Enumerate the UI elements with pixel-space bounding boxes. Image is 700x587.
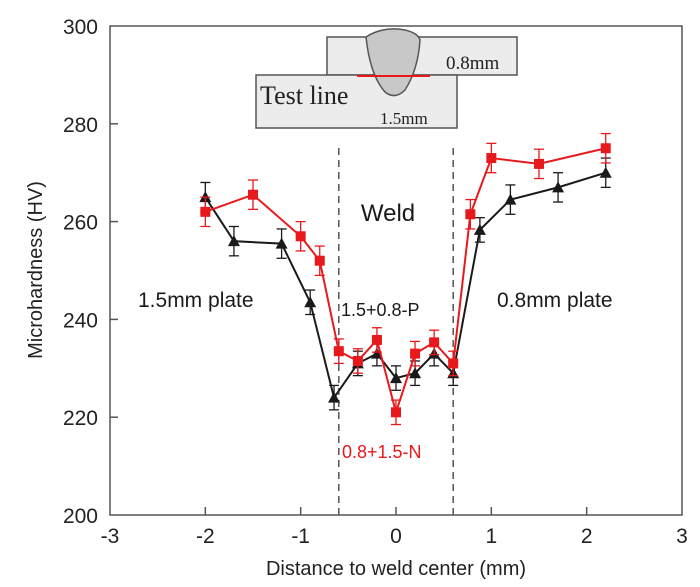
data-point-triangle [275, 237, 288, 249]
series-p [199, 157, 612, 411]
data-point-triangle [227, 235, 240, 247]
data-point-triangle [409, 367, 422, 379]
series-p-label: 1.5+0.8-P [341, 300, 420, 320]
data-point-triangle [328, 391, 341, 403]
series-n-label: 0.8+1.5-N [342, 442, 422, 462]
data-point-square [448, 358, 459, 369]
series-line [204, 147, 606, 416]
thick-plate-shape [255, 74, 458, 129]
x-tick-label: -2 [196, 525, 215, 548]
thick-plate-label: 1.5mm [380, 109, 428, 128]
x-tick-label: 2 [581, 525, 593, 548]
x-tick-label: 3 [676, 525, 688, 548]
weld-schematic-inset: 0.8mm Test line 1.5mm [255, 28, 518, 129]
weld-bead-shape [365, 28, 421, 97]
data-point-square [429, 337, 440, 348]
series-n [200, 132, 611, 426]
data-point-triangle [370, 347, 383, 359]
data-point-triangle [599, 166, 612, 178]
data-point-square [248, 189, 258, 200]
weld-region-label: Weld [361, 200, 415, 227]
data-point-square [333, 346, 344, 357]
x-tick-label: -3 [101, 525, 120, 548]
data-point-square [410, 348, 421, 359]
y-tick-label: 240 [63, 309, 98, 332]
y-axis-title: Microhardness (HV) [25, 181, 47, 359]
data-point-triangle [390, 372, 402, 384]
data-point-square [486, 153, 497, 164]
data-point-square [295, 231, 306, 242]
data-point-triangle [304, 296, 317, 308]
left-plate-label: 1.5mm plate [138, 289, 254, 312]
data-point-square [352, 355, 363, 366]
y-tick-label: 260 [63, 212, 98, 235]
data-point-triangle [552, 181, 565, 193]
y-tick-label: 220 [63, 407, 98, 430]
x-tick-label: 1 [485, 525, 497, 548]
thin-plate-label: 0.8mm [446, 53, 500, 74]
data-point-square [391, 407, 401, 418]
data-point-square [600, 143, 611, 154]
data-point-square [465, 209, 476, 220]
x-tick-label: 0 [390, 525, 402, 548]
right-plate-label: 0.8mm plate [497, 289, 613, 312]
y-tick-label: 280 [63, 114, 98, 137]
data-point-square [534, 158, 544, 169]
thin-plate-shape [326, 36, 518, 76]
data-point-triangle [473, 223, 486, 235]
y-tick-label: 300 [63, 16, 98, 39]
data-point-square [200, 206, 211, 217]
data-point-square [314, 255, 325, 266]
x-tick-label: -1 [291, 525, 310, 548]
x-axis-title: Distance to weld center (mm) [266, 558, 526, 580]
test-line-label: Test line [260, 81, 348, 110]
data-point-square [371, 334, 382, 345]
data-point-triangle [504, 193, 517, 205]
y-tick-label: 200 [63, 505, 98, 528]
